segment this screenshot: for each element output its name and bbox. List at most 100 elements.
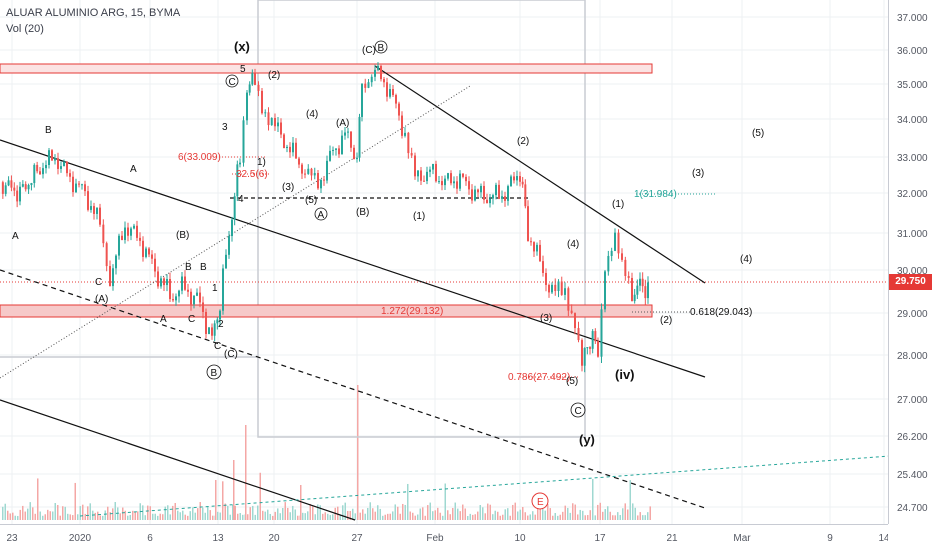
candle-body: [329, 150, 331, 161]
candle-body: [358, 116, 361, 158]
volume-bar: [519, 509, 521, 520]
candle-body: [474, 189, 476, 201]
volume-bar: [142, 505, 144, 520]
candle-body: [420, 170, 422, 181]
candle-body: [614, 232, 616, 251]
volume-bar: [419, 508, 421, 520]
candle-body: [27, 185, 30, 190]
volume-bar: [259, 472, 261, 520]
volume-bar: [99, 515, 101, 520]
volume-bar: [77, 514, 79, 520]
volume-bar: [554, 512, 556, 520]
volume-bar: [164, 506, 166, 520]
volume-bar: [7, 510, 9, 520]
time-axis[interactable]: 23 2020 6 13 20 27 Feb 10 17 21 Mar 9 14: [0, 524, 890, 551]
candle-body: [361, 83, 363, 117]
volume-bar: [222, 481, 224, 520]
wave-label: C: [214, 341, 221, 352]
candle-body: [377, 65, 379, 70]
label-cb-top: (C): [362, 45, 376, 56]
candle-body: [639, 278, 641, 286]
channel-upper-line[interactable]: [0, 139, 706, 378]
wave-label: (4): [306, 109, 318, 120]
candle-body: [326, 160, 328, 181]
volume-bar: [182, 510, 184, 520]
chart-area[interactable]: (x) (y) (iv) (C) 6(33.009) 32.5(6) 1.272…: [0, 0, 888, 524]
volume-bar: [24, 511, 26, 520]
volume-bar: [432, 511, 434, 520]
candle-body: [545, 272, 547, 285]
channel-lower-line[interactable]: [0, 399, 356, 521]
volume-bar: [197, 508, 199, 520]
wave-label: (2): [517, 136, 529, 147]
candle-body: [130, 228, 132, 236]
earnings-e-marker[interactable]: E: [537, 497, 544, 508]
volume-bar: [347, 510, 349, 520]
volume-bar: [162, 514, 164, 520]
candle-body: [208, 327, 210, 334]
price-axis[interactable]: 37.000 36.000 35.000 34.000 33.000 32.000 31.0…: [888, 0, 932, 524]
volume-bar: [212, 515, 214, 520]
volume-bar: [47, 509, 49, 520]
volume-bar: [604, 509, 606, 520]
candle-body: [261, 90, 263, 114]
volume-bar: [402, 503, 404, 520]
volume-bar: [382, 515, 384, 520]
candle-body: [87, 191, 89, 210]
candle-body: [462, 173, 464, 177]
support-zone[interactable]: [0, 304, 653, 318]
candle-body: [367, 82, 370, 88]
rising-dotted-line[interactable]: [0, 85, 471, 379]
candle-body: [190, 291, 192, 305]
candle-body: [127, 227, 129, 236]
candle-body: [99, 207, 101, 225]
wave-label: (2): [268, 70, 280, 81]
circled-a-mid: A: [318, 210, 325, 221]
range-box[interactable]: [257, 0, 586, 438]
volume-bar: [312, 506, 314, 520]
volume-bar: [342, 505, 344, 520]
volume-bar: [34, 513, 36, 520]
volume-bar: [504, 509, 506, 520]
volume-bar: [457, 508, 459, 520]
volume-bar: [492, 514, 494, 520]
volume-bar: [322, 513, 324, 520]
candle-body: [641, 278, 644, 287]
volume-bar: [172, 505, 174, 520]
price-chart[interactable]: (x) (y) (iv) (C) 6(33.009) 32.5(6) 1.272…: [0, 0, 888, 524]
volume-bar: [579, 509, 581, 520]
candle-body: [604, 271, 606, 310]
volume-bar: [264, 511, 266, 520]
channel-dashed-line[interactable]: [0, 269, 706, 509]
candle-body: [72, 176, 74, 193]
volume-bar: [624, 503, 626, 520]
volume-bar: [394, 504, 396, 520]
candle-body: [213, 323, 216, 336]
candle-body: [121, 235, 123, 240]
volume-bar: [274, 511, 276, 520]
candle-body: [589, 347, 591, 349]
volume-bar: [102, 515, 104, 520]
candle-body: [242, 120, 245, 163]
fib-teal-label: 1(31.984): [634, 189, 677, 200]
volume-bar: [242, 514, 244, 520]
time-tick-label: 13: [212, 533, 224, 544]
volume-bar: [539, 502, 541, 520]
candle-body: [564, 288, 566, 295]
volume-bar: [607, 506, 609, 520]
candle-body: [594, 331, 597, 342]
volume-spike: [357, 385, 359, 520]
resistance-zone[interactable]: [0, 63, 653, 74]
candles[interactable]: [1, 62, 649, 373]
volume-bar: [32, 507, 34, 520]
candle-body: [298, 158, 300, 165]
resistance-trendline[interactable]: [374, 65, 706, 284]
volume-bar: [494, 510, 496, 520]
volume-bar: [14, 515, 16, 520]
candle-body: [45, 164, 47, 169]
volume-bar: [567, 507, 569, 520]
volume-bar: [547, 503, 549, 520]
volume-bar: [332, 514, 334, 520]
volume-bar: [527, 515, 529, 520]
candle-body: [21, 184, 24, 187]
